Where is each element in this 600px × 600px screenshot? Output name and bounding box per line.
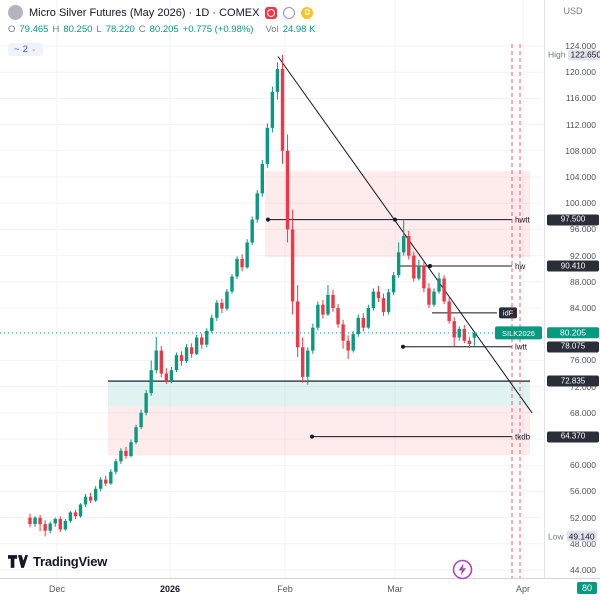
low-word: Low	[548, 531, 564, 542]
anchor-dot[interactable]	[310, 434, 314, 439]
drawing-zones	[108, 171, 530, 456]
level-label-hw: hw	[515, 262, 525, 271]
time-axis-label: 2026	[159, 584, 181, 594]
series-symbol-label: SILK2026	[502, 329, 535, 338]
level-label-lwtt: lwtt	[515, 343, 528, 352]
grid-lines	[0, 0, 543, 578]
chart-legend: Micro Silver Futures (May 2026) · 1D · C…	[8, 5, 315, 57]
price-tick: 52.000	[570, 512, 596, 523]
level-axis-badge-lwtt: 78.075	[547, 341, 599, 353]
tradingview-logo[interactable]: TradingView	[8, 554, 107, 569]
event-vertical-lines	[511, 44, 521, 578]
lightning-bolt-icon	[458, 563, 467, 576]
level-label-idf: idF	[503, 309, 514, 318]
level-axis-badge-hwtt: 97.500	[547, 214, 599, 226]
price-tick: 112.000	[565, 119, 596, 130]
ohlc-row: O 79.465 H 80.250 L 78.220 C 80.205 +0.7…	[8, 24, 315, 35]
price-tick: 120.000	[565, 67, 596, 78]
time-axis-label: Feb	[277, 584, 293, 594]
low-label: L	[96, 24, 102, 35]
descending-trendline[interactable]	[277, 56, 533, 414]
delayed-data-badge[interactable]: D	[301, 6, 314, 19]
close-label: C	[138, 24, 146, 35]
axis-corner-badge: 80	[576, 582, 597, 594]
chevron-down-icon: ⌄	[30, 46, 37, 53]
level-label-tkdb: tkdb	[515, 432, 531, 441]
currency-label: USD	[563, 6, 583, 16]
price-tick: 48.000	[570, 538, 596, 549]
open-value: 79.465	[19, 24, 49, 35]
time-axis-label: Dec	[48, 584, 66, 594]
price-tick: 76.000	[570, 355, 596, 366]
price-tick: 60.000	[570, 460, 596, 471]
high-label: H	[52, 24, 60, 35]
anchor-dot[interactable]	[401, 344, 405, 349]
quick-action-lightning-button[interactable]	[452, 559, 473, 580]
high-price-label: High 122.650	[548, 49, 600, 61]
indicator-count: 2	[22, 44, 28, 55]
high-value-badge: 122.650	[568, 49, 600, 61]
symbol-row: Micro Silver Futures (May 2026) · 1D · C…	[8, 5, 315, 20]
anchor-dot[interactable]	[266, 217, 270, 222]
candlestick-series[interactable]	[28, 54, 477, 537]
symbol-title[interactable]: Micro Silver Futures (May 2026) · 1D · C…	[29, 6, 260, 19]
change-value: +0.775 (+0.98%)	[182, 24, 254, 35]
tradingview-logo-text: TradingView	[33, 554, 108, 569]
price-tick: 96.000	[570, 224, 596, 235]
price-tick: 88.000	[570, 276, 596, 287]
low-value: 78.220	[105, 24, 135, 35]
series-price-flag: SILK2026	[495, 326, 542, 340]
indicators-chip[interactable]: ~ 2 ⌄	[8, 43, 43, 56]
price-tick: 44.000	[570, 565, 596, 575]
price-tick: 124.000	[565, 41, 596, 51]
demand-zone-green	[108, 381, 530, 407]
level-lines[interactable]: hwtt hw idF lwtt tkdb	[108, 215, 531, 441]
level-label-hwtt: hwtt	[515, 215, 530, 224]
open-label: O	[8, 24, 16, 35]
market-closed-icon[interactable]	[265, 6, 278, 19]
time-axis[interactable]: 80 Dec 2026 Feb Mar Apr	[0, 578, 600, 600]
price-tick: 56.000	[570, 486, 596, 497]
price-axis[interactable]: USD 124.000 120.000 116.000 112.000 108.000 1…	[544, 0, 600, 578]
volume-value: 24.98 K	[282, 24, 316, 35]
volume-label: Vol	[265, 24, 279, 35]
supply-zone	[265, 171, 530, 257]
anchor-dot[interactable]	[428, 264, 432, 269]
time-axis-label: Apr	[515, 584, 531, 594]
price-tick: 104.000	[565, 172, 596, 182]
price-tick: 100.000	[565, 198, 596, 209]
price-tick: 68.000	[570, 407, 596, 418]
level-axis-badge-hw: 90.410	[547, 260, 599, 272]
low-value-badge: 49.140	[566, 530, 597, 542]
indicator-wave-icon: ~	[14, 44, 20, 55]
high-word: High	[548, 49, 566, 60]
current-price-badge: 80.205	[547, 327, 599, 339]
tradingview-logo-icon	[8, 555, 28, 568]
high-value: 80.250	[63, 24, 93, 35]
price-tick: 84.000	[570, 303, 596, 313]
low-price-label: Low 49.140	[548, 530, 597, 542]
symbol-logo-icon	[8, 5, 23, 20]
price-tick: 116.000	[565, 93, 596, 104]
close-value: 80.205	[149, 24, 179, 35]
time-axis-label: Mar	[387, 584, 403, 594]
price-tick: 108.000	[565, 145, 596, 156]
level-axis-badge-zone-top: 72.835	[547, 375, 599, 387]
price-tick: 92.000	[570, 250, 596, 261]
demand-zone-pink	[108, 406, 530, 456]
price-chart-canvas[interactable]: hwtt hw idF lwtt tkdb SILK2026	[0, 0, 600, 578]
status-circle-icon[interactable]	[283, 6, 296, 19]
level-axis-badge-tkdb: 64.370	[547, 431, 599, 443]
